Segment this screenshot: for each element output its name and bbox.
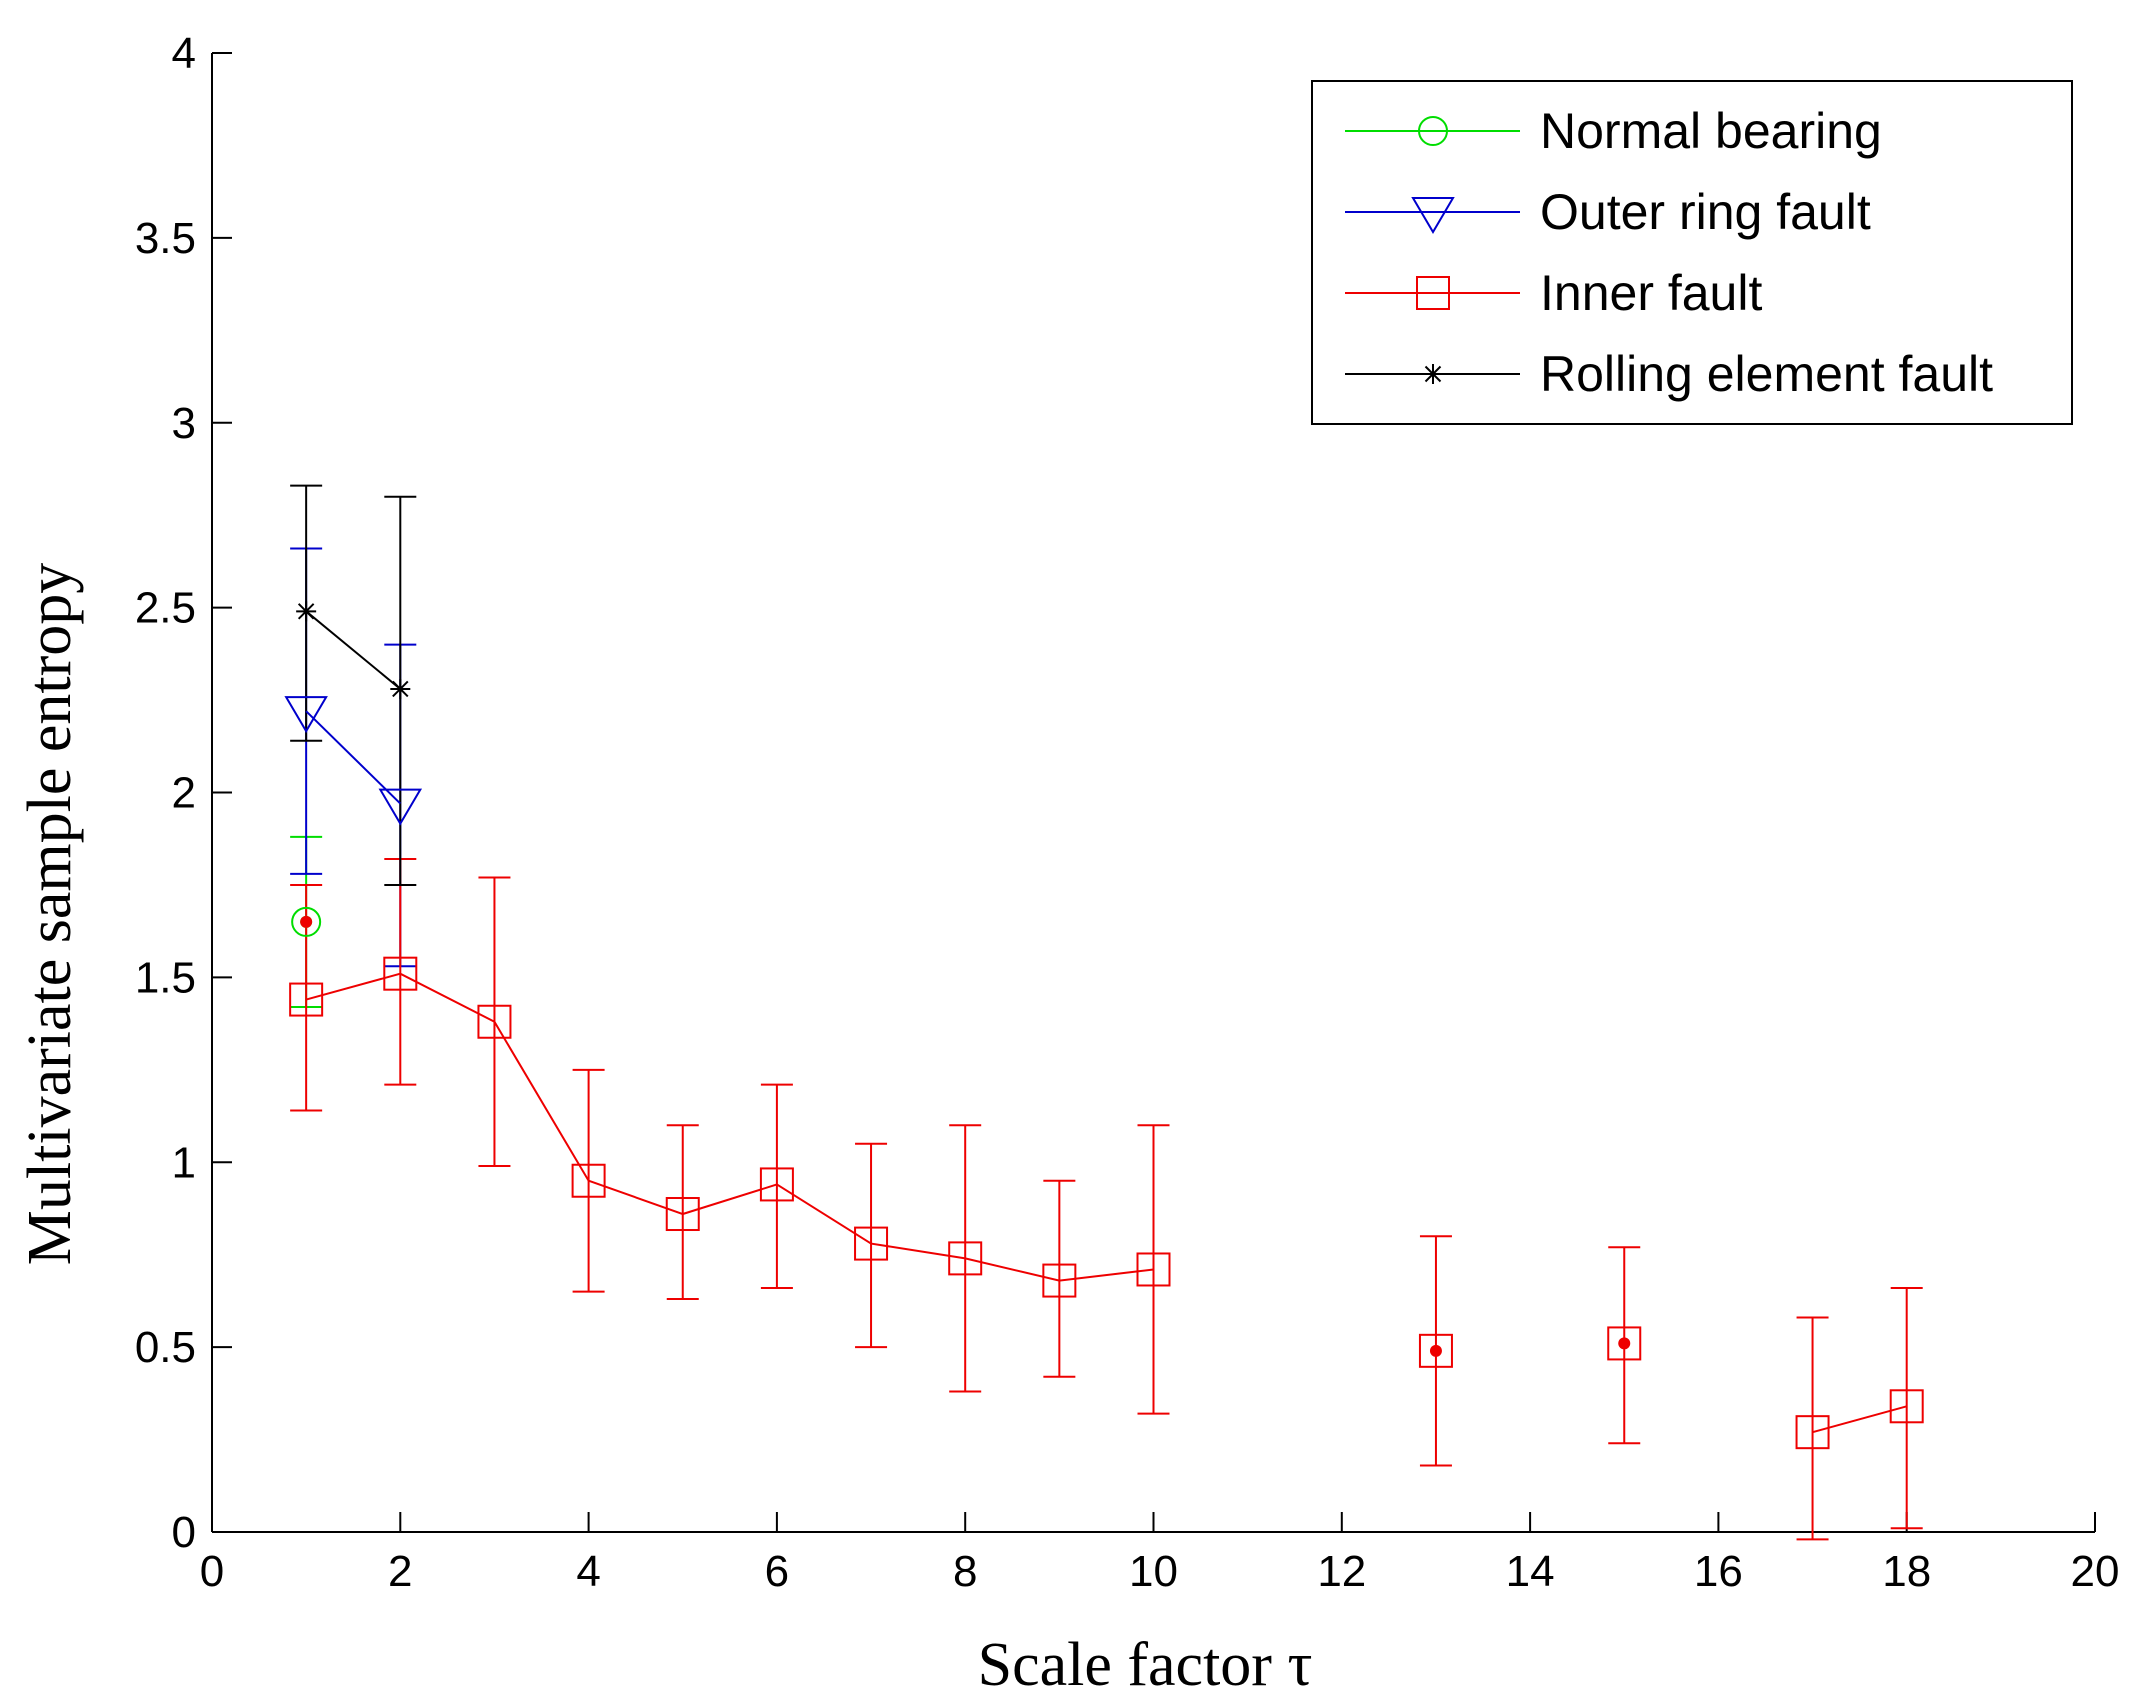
inner-fault-point-dot: [1429, 1344, 1442, 1357]
legend-marker-outer-ring-fault: [1411, 197, 1455, 234]
normal-bearing-marker: [291, 906, 322, 937]
inner-fault-marker: [1889, 1389, 1924, 1424]
outer-ring-fault-marker: [378, 788, 423, 826]
y-tick-label: 1.5: [135, 953, 196, 1002]
inner-fault-marker: [948, 1241, 983, 1276]
inner-fault-marker: [1795, 1415, 1830, 1450]
x-tick-label: 6: [765, 1547, 789, 1596]
inner-fault-marker: [1136, 1252, 1171, 1287]
outer-ring-fault-line: [305, 710, 402, 805]
normal-bearing-point-dot: [300, 915, 313, 928]
error-bars: [290, 484, 1923, 1541]
y-tick-label: 1: [172, 1138, 196, 1187]
y-axis-label: Multivariate sample entropy: [16, 563, 84, 1265]
x-tick-label: 4: [576, 1547, 600, 1596]
inner-fault-marker: [854, 1226, 889, 1261]
x-tick-label: 20: [2071, 1547, 2120, 1596]
y-tick-label: 3: [172, 399, 196, 448]
legend-box: [1311, 80, 2073, 425]
x-tick-label: 2: [388, 1547, 412, 1596]
legend: Normal bearing Outer ring fault Inner faul…: [1311, 80, 2073, 425]
x-axis-label: Scale factor τ: [978, 1631, 1313, 1695]
inner-fault-line: [1812, 1405, 1907, 1434]
x-tick-label: 10: [1129, 1547, 1178, 1596]
inner-fault-marker: [665, 1197, 700, 1232]
y-tick-label: 0.5: [135, 1323, 196, 1372]
x-tick-label: 18: [1882, 1547, 1931, 1596]
legend-label-outer-ring-fault: Outer ring fault: [1540, 184, 1871, 240]
x-tick-label: 12: [1317, 1547, 1366, 1596]
legend-label-rolling-element-fault: Rolling element fault: [1540, 346, 1993, 402]
inner-fault-marker: [289, 982, 324, 1017]
legend-label-normal-bearing: Normal bearing: [1540, 103, 1882, 159]
series-lines: [300, 610, 1907, 1434]
inner-fault-marker: [1418, 1333, 1453, 1368]
inner-fault-point-dot: [1618, 1337, 1631, 1350]
legend-label-inner-fault: Inner fault: [1540, 265, 1762, 321]
x-tick-label: 16: [1694, 1547, 1743, 1596]
y-tick-label: 2.5: [135, 584, 196, 633]
x-tick-label: 14: [1506, 1547, 1555, 1596]
inner-fault-marker: [383, 956, 418, 991]
outer-ring-fault-marker: [284, 696, 328, 734]
y-tick-label: 4: [172, 29, 196, 78]
rolling-element-fault-marker: [296, 601, 317, 622]
inner-fault-marker: [1042, 1263, 1077, 1298]
legend-marker-normal-bearing: [1418, 116, 1448, 146]
x-tick-label: 0: [200, 1547, 224, 1596]
rolling-element-fault-line: [305, 610, 401, 690]
inner-fault-marker: [759, 1167, 794, 1202]
inner-fault-marker: [477, 1004, 512, 1039]
series-markers: [284, 601, 1924, 1450]
legend-marker-inner-fault: [1416, 276, 1450, 310]
inner-fault-line: [305, 972, 1154, 1282]
inner-fault-marker: [571, 1163, 606, 1198]
inner-fault-marker: [1607, 1326, 1642, 1361]
y-tick-label: 3.5: [135, 214, 196, 263]
y-tick-label: 0: [172, 1508, 196, 1557]
y-tick-label: 2: [172, 769, 196, 818]
axes: 0 2 4 6 8 10 12 14 16 18 20 0 0.5 1 1.5 2 2.5 3 3.5 4: [135, 29, 2120, 1596]
legend-marker-rolling-element-fault: [1423, 364, 1443, 384]
rolling-element-fault-marker: [390, 678, 411, 699]
x-tick-label: 8: [953, 1547, 977, 1596]
